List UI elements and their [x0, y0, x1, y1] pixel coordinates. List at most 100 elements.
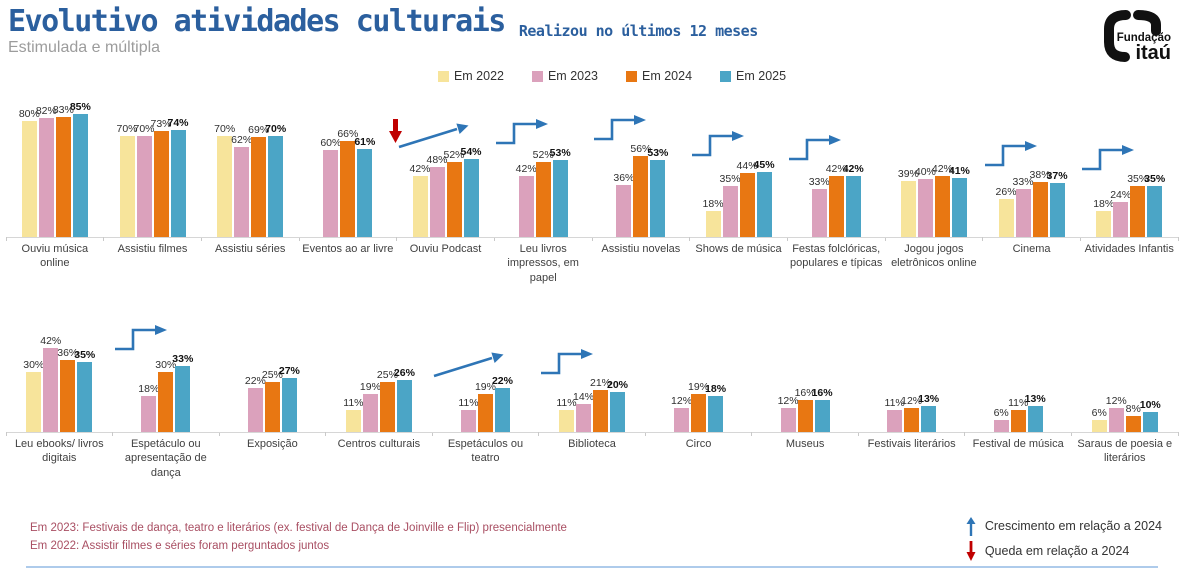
legend-item-2025: Em 2025	[720, 69, 786, 83]
bar-em-2023: 40%	[915, 166, 936, 237]
value-label: 52%	[532, 148, 554, 161]
bar-em-2025: 13%	[1025, 393, 1046, 432]
axis-tick	[200, 237, 202, 241]
axis-tick	[982, 237, 984, 241]
category-label: Eventos ao ar livre	[302, 243, 394, 255]
chart-group-festas-folcloricas-populares-e-tipicas: 33% 42% 42% Festas folclóricas, populares e…	[787, 87, 886, 326]
value-label: 42%	[40, 335, 62, 347]
chart-row-bottom: 30% 42% 36% 35% Leu ebooks/ livros digitais 1…	[0, 323, 1184, 485]
bar-em-2024: 66%	[337, 128, 358, 237]
value-label: 48%	[426, 154, 448, 167]
category-label: Biblioteca	[568, 438, 616, 450]
axis-tick	[1079, 237, 1081, 241]
bar-em-2025: 27%	[279, 365, 300, 432]
axis-tick	[103, 237, 105, 241]
value-label: 35%	[1144, 173, 1166, 186]
bar-em-2024: 38%	[1030, 169, 1051, 237]
legend-item-2022: Em 2022	[437, 69, 504, 83]
bar-em-2025: 26%	[394, 367, 415, 432]
value-label: 60%	[320, 137, 342, 149]
value-label: 74%	[167, 116, 189, 129]
value-label: 30%	[23, 359, 45, 371]
bar-em-2022: 11%	[343, 397, 364, 432]
category-label: Centros culturais	[337, 438, 421, 450]
value-label: 69%	[248, 124, 270, 136]
bar-em-2023: 62%	[231, 134, 252, 237]
trend-up-arrow-icon	[494, 117, 552, 152]
value-label: 22%	[491, 375, 513, 387]
value-label: 12%	[901, 395, 923, 407]
bars-area: 39% 40% 42% 41%	[885, 87, 983, 238]
page-title: Evolutivo atividades culturais	[8, 4, 506, 39]
bar-em-2025: 13%	[918, 393, 939, 432]
legend-swatch-2023-icon	[531, 70, 543, 82]
value-label: 30%	[155, 359, 177, 371]
category-label: Shows de música	[695, 243, 782, 255]
value-label: 19%	[474, 381, 496, 393]
bar-em-2024: 21%	[590, 377, 611, 432]
value-label: 19%	[359, 381, 381, 393]
value-label: 42%	[409, 163, 431, 176]
title-block: Evolutivo atividades culturais Estimulad…	[8, 4, 506, 57]
value-label: 85%	[69, 100, 91, 113]
value-label: 70%	[133, 122, 155, 135]
category-label: Espetáculos ou teatro	[447, 438, 524, 465]
value-label: 40%	[914, 166, 936, 178]
category-label: Exposição	[246, 438, 298, 450]
bar-em-2024: 35%	[1127, 173, 1148, 237]
bottom-divider	[26, 566, 1158, 568]
value-label: 37%	[1046, 170, 1068, 183]
value-label: 80%	[18, 108, 40, 120]
bar-em-2024: 73%	[150, 118, 172, 237]
trend-legend-decline: Queda em relação a 2024	[965, 540, 1162, 562]
value-label: 53%	[647, 147, 669, 160]
legend-item-2024: Em 2024	[626, 69, 692, 83]
bars-area: 11% 19% 22%	[432, 326, 539, 433]
bar-em-2024: 52%	[444, 149, 465, 237]
bar-em-2023: 24%	[1110, 189, 1131, 237]
chart-row-top: 80% 82% 83% 85% Ouviu música online 70% 70% 73%…	[0, 87, 1184, 326]
axis-tick	[218, 432, 220, 436]
bars-area: 11% 12% 13%	[858, 326, 965, 433]
bars-area: 6% 11% 13%	[964, 326, 1072, 433]
value-label: 25%	[261, 369, 283, 381]
bars-area: 22% 25% 27%	[219, 326, 326, 433]
trend-up-arrow-icon	[113, 323, 171, 358]
bar-em-2023: 14%	[573, 391, 594, 432]
category-label: Festival de música	[972, 438, 1064, 450]
chart-group-centros-culturais: 11% 19% 25% 26% Centros culturais	[325, 326, 433, 485]
category-label: Espetáculo ou apresentação de dança	[124, 438, 207, 479]
value-label: 24%	[1110, 189, 1132, 202]
bars-area: 42% 52% 53%	[494, 87, 593, 238]
category-label: Assistiu filmes	[117, 243, 188, 255]
value-label: 41%	[948, 164, 970, 177]
value-label: 11%	[556, 397, 577, 409]
axis-tick	[6, 237, 7, 241]
bar-em-2023: 42%	[516, 163, 537, 237]
tagline: Realizou no últimos 12 meses	[518, 22, 758, 40]
value-label: 13%	[918, 393, 940, 405]
page-subtitle: Estimulada e múltipla	[8, 38, 161, 56]
trend-up-arrow-icon	[690, 129, 748, 164]
bar-em-2025: 85%	[70, 101, 91, 237]
bar-em-2024: 8%	[1126, 403, 1141, 432]
category-label: Ouviu Podcast	[409, 243, 482, 255]
chart-group-atividades-infantis: 18% 24% 35% 35% Atividades Infantis	[1080, 87, 1179, 326]
value-label: 54%	[460, 145, 482, 158]
legend-label: Em 2025	[736, 69, 787, 83]
bar-em-2025: 61%	[354, 136, 375, 237]
category-label: Cinema	[1012, 243, 1051, 255]
bar-em-2024: 69%	[248, 124, 269, 237]
category-label: Assistiu séries	[215, 243, 286, 255]
trend-legend: Crescimento em relação a 2024 Queda em r…	[965, 512, 1162, 562]
value-label: 33%	[172, 353, 194, 365]
category-label: Festivais literários	[867, 438, 956, 450]
bars-area: 18% 24% 35% 35%	[1080, 87, 1179, 238]
bar-em-2023: 22%	[245, 375, 266, 432]
bars-area: 26% 33% 38% 37%	[982, 87, 1081, 238]
bars-area: 70% 62% 69% 70%	[201, 87, 300, 238]
chart-group-assistiu-filmes: 70% 70% 73% 74% Assistiu filmes	[103, 87, 202, 326]
value-label: 12%	[671, 395, 693, 407]
chart-group-leu-ebooks-livros-digitais: 30% 42% 36% 35% Leu ebooks/ livros digitais	[6, 326, 114, 485]
category-label: Saraus de poesia e literários	[1077, 438, 1173, 465]
